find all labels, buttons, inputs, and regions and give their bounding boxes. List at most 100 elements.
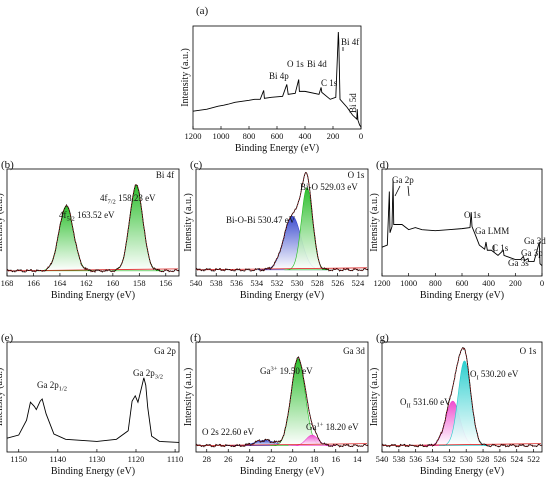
peak-annotation-rest: 19.50 eV (277, 366, 313, 376)
x-tick-label: 16 (332, 454, 341, 464)
peak-fill (288, 434, 336, 446)
x-tick-label: 20 (289, 454, 298, 464)
peak-annotation: C 1s (321, 78, 338, 88)
x-tick-label: 530 (291, 278, 304, 288)
x-tick-label: 0 (359, 131, 363, 141)
x-axis-label: Binding Energy (eV) (240, 466, 324, 477)
y-axis-label: Intensity (a.u.) (180, 48, 191, 107)
x-tick-label: 1130 (89, 454, 106, 464)
peak-annotation-main: Bi 4p (269, 71, 289, 81)
panel-a: 1200 1000 800 600 400 200 0 Binding Energy (eV)… (180, 5, 363, 154)
peak-annotation-main: O 1s (287, 59, 304, 69)
peak-fill (438, 360, 491, 446)
plot-frame (195, 168, 369, 277)
panel-label: (c) (190, 159, 203, 171)
peak-annotation: Ga3+ 19.50 eV (260, 366, 313, 377)
peak-annotation-main: Ga LMM (475, 226, 509, 236)
x-tick-label: 1000 (213, 131, 230, 141)
x-tick-label: 400 (482, 278, 495, 288)
x-tick-label: 1140 (49, 454, 66, 464)
panel-label: (f) (190, 332, 201, 344)
x-tick-label: 158 (133, 278, 146, 288)
x-tick-label: 600 (271, 131, 284, 141)
panel-label: (e) (1, 332, 14, 344)
peak-annotation-main: Ga 2p (392, 175, 414, 185)
x-tick-label: 160 (106, 278, 119, 288)
peak-annotation-main: 4f (100, 193, 108, 203)
x-tick-label: 166 (27, 278, 40, 288)
x-tick-label: 156 (159, 278, 172, 288)
peak-annotation: Ga 3p (521, 248, 543, 258)
peak-annotation-sub: 5/2 (67, 216, 75, 223)
peak-annotation-main: Bi 4f (341, 37, 359, 47)
peak-annotation: Ga1+ 18.20 eV (306, 422, 359, 433)
x-tick-label: 1000 (400, 278, 417, 288)
panel-e: 1150 1140 1130 1120 1110 Binding Energy (eV) I… (0, 332, 183, 477)
x-tick-label: 522 (527, 454, 540, 464)
x-tick-label: 1110 (167, 454, 183, 464)
spectrum-line (192, 31, 362, 128)
panel-c: 540 538 536 534 532 530 528 526 524 Binding Energ… (183, 159, 369, 301)
annotation-arrow (407, 185, 410, 197)
peak-annotation-main: Ga 3d (524, 236, 546, 246)
peak-annotation: O 1s (464, 210, 481, 220)
spectrum-line (381, 180, 543, 267)
peak-annotation: 4f5/2 163.52 eV (59, 210, 115, 223)
x-tick-label: 538 (392, 454, 405, 464)
panel-f: 28 26 24 22 20 18 16 14 Binding Energy (eV) Inten… (183, 332, 369, 477)
x-tick-label: 400 (299, 131, 312, 141)
peak-annotation: Ga 2p3/2 (133, 368, 163, 381)
peak-annotation-sub: I (477, 375, 479, 382)
peak-annotation: Ga 3d (524, 236, 546, 246)
peak-annotation-main: Ga 2p (133, 368, 155, 378)
peak-annotation: Bi 4p (269, 71, 289, 81)
peak-annotation: Ga 2p (392, 175, 414, 185)
peak-annotation: OI 530.20 eV (470, 369, 519, 382)
x-tick-label: 536 (230, 278, 243, 288)
x-tick-label: 1150 (10, 454, 27, 464)
x-tick-label: 800 (243, 131, 256, 141)
peak-annotation-main: Ga 3p (521, 248, 543, 258)
x-tick-label: 530 (460, 454, 473, 464)
peak-annotation-main: O (470, 369, 477, 379)
panel-d: 1200 1000 800 600 400 200 0 Binding Energy (eV)… (369, 159, 546, 301)
x-tick-label: 164 (54, 278, 68, 288)
plot-frame (381, 341, 543, 453)
peak-annotation: Ga LMM (475, 226, 509, 236)
panel-g: 540 538 536 534 532 530 528 526 524 522 Binding En… (369, 332, 543, 477)
x-tick-label: 524 (352, 278, 366, 288)
x-axis-label: Binding Energy (eV) (420, 290, 504, 301)
peak-annotation: Ga 2p1/2 (37, 380, 67, 393)
x-tick-label: 1200 (185, 131, 202, 141)
peak-annotation-main: Ga (260, 366, 271, 376)
peak-annotation-main: 4f (59, 210, 67, 220)
peak-annotation-rest: 530.20 eV (479, 369, 519, 379)
peak-annotation-main: C 1s (492, 243, 509, 253)
x-tick-label: 538 (210, 278, 223, 288)
peak-annotation-sub: 7/2 (108, 199, 116, 206)
panel-label: (a) (196, 5, 209, 17)
x-tick-label: 532 (271, 278, 284, 288)
peak-annotation-sub: II (407, 403, 411, 410)
peak-annotation: Bi-O 529.03 eV (300, 182, 358, 192)
panel-b: 168 166 164 162 160 158 156 Binding Energy (eV)… (0, 159, 180, 301)
x-tick-label: 1120 (128, 454, 145, 464)
x-tick-label: 540 (190, 278, 203, 288)
panel-title: O 1s (348, 170, 365, 180)
peak-annotation-sub: 1/2 (59, 386, 67, 393)
x-tick-label: 14 (353, 454, 362, 464)
peak-annotation-rest: 531.60 eV (411, 397, 451, 407)
y-axis-label: Intensity (a.u.) (369, 193, 380, 252)
peak-annotation: Ga 3s (508, 258, 529, 268)
x-axis-label: Binding Energy (eV) (240, 290, 324, 301)
y-axis-label: Intensity (a.u.) (0, 193, 5, 252)
peak-annotation: Bi 4d (307, 59, 327, 69)
fit-envelope (381, 347, 543, 448)
x-axis-label: Binding Energy (eV) (51, 290, 135, 301)
spectrum-line (6, 377, 180, 443)
x-tick-label: 26 (224, 454, 233, 464)
x-tick-label: 524 (510, 454, 524, 464)
y-axis-label: Intensity (a.u.) (369, 368, 380, 427)
plot-frame (6, 168, 180, 277)
